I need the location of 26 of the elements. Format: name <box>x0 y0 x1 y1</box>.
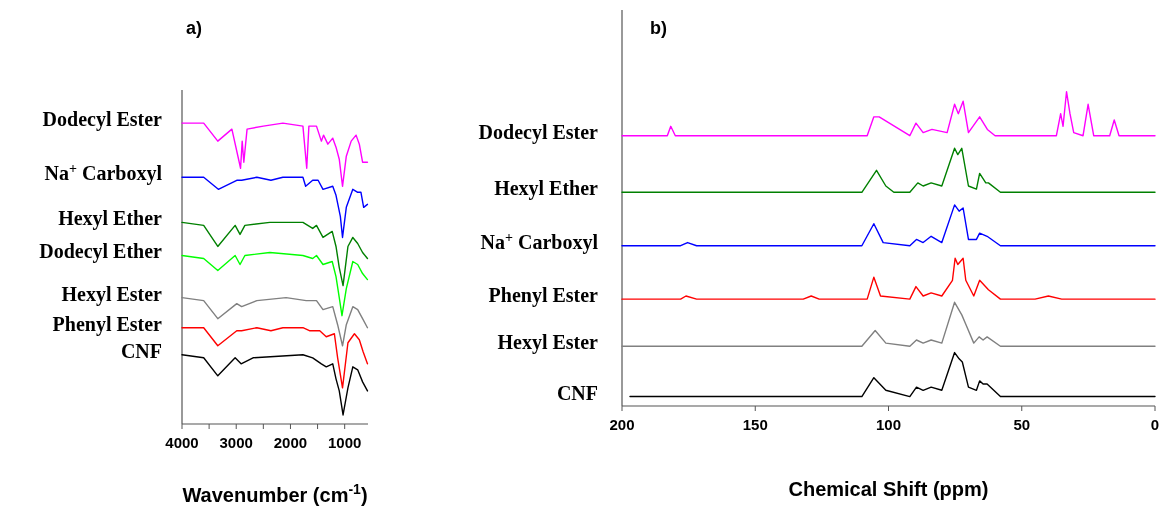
x-tick-label: 100 <box>875 416 902 433</box>
series-label: Na$^{+}$ Carboxyl <box>480 229 599 254</box>
x-axis-title: Wavenumber (cm$^{-1}$) <box>182 481 368 506</box>
x-tick-label: 4000 <box>165 434 199 451</box>
series-label: Dodecyl Ester <box>42 108 163 132</box>
series-label: Dodecyl Ether <box>39 240 163 264</box>
series-label: CNF <box>556 381 598 404</box>
series-label: Phenyl Ester <box>52 312 163 336</box>
x-axis-title: Chemical Shift (ppm) <box>788 478 989 500</box>
x-tick-label: 150 <box>742 416 768 433</box>
x-tick-label: 1000 <box>327 434 362 451</box>
x-tick-label: 2000 <box>273 434 308 451</box>
series-label: Hexyl Ester <box>497 331 599 355</box>
series-label: CNF <box>120 339 162 362</box>
x-tick-label: 200 <box>609 416 635 433</box>
series-label: Phenyl Ester <box>488 284 599 308</box>
series-label: Hexyl Ether <box>494 177 599 201</box>
series-label: Hexyl Ester <box>61 282 163 306</box>
series-label: Na$^{+}$ Carboxyl <box>44 160 163 186</box>
x-tick-label: 50 <box>1013 416 1031 433</box>
series-label: Dodecyl Ester <box>478 120 599 144</box>
x-tick-label: 3000 <box>219 434 253 451</box>
x-tick-label: 0 <box>1150 416 1160 433</box>
series-label: Hexyl Ether <box>58 207 163 231</box>
chart-title: a) <box>186 18 203 38</box>
chart-title: b) <box>650 18 667 38</box>
